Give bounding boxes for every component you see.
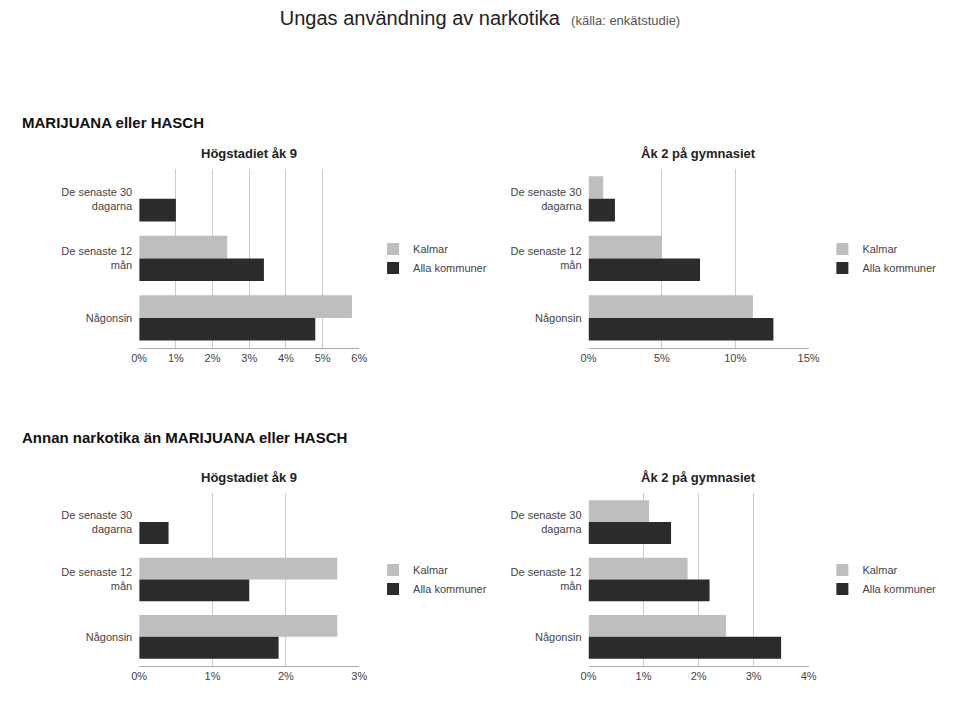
svg-text:3%: 3% (241, 352, 257, 364)
svg-text:Någonsin: Någonsin (86, 312, 132, 324)
svg-text:1%: 1% (205, 670, 221, 682)
svg-text:Alla kommuner: Alla kommuner (413, 262, 487, 274)
svg-text:10%: 10% (724, 352, 746, 364)
svg-text:De senaste 12mån: De senaste 12mån (511, 245, 582, 271)
svg-text:3%: 3% (746, 670, 762, 682)
svg-text:3%: 3% (351, 670, 367, 682)
svg-text:2%: 2% (278, 670, 294, 682)
svg-text:5%: 5% (654, 352, 670, 364)
svg-text:Annan narkotika än MARIJUANA e: Annan narkotika än MARIJUANA eller HASCH (22, 429, 347, 446)
svg-text:MARIJUANA eller HASCH: MARIJUANA eller HASCH (22, 114, 204, 131)
svg-text:De senaste 30dagarna: De senaste 30dagarna (511, 186, 583, 212)
svg-text:Alla kommuner: Alla kommuner (862, 262, 936, 274)
svg-text:De senaste 30dagarna: De senaste 30dagarna (511, 509, 583, 535)
svg-text:Kalmar: Kalmar (862, 243, 897, 255)
svg-text:0%: 0% (131, 352, 147, 364)
svg-text:0%: 0% (581, 352, 597, 364)
svg-text:5%: 5% (315, 352, 331, 364)
svg-text:1%: 1% (636, 670, 652, 682)
svg-text:Någonsin: Någonsin (535, 631, 581, 643)
svg-text:0%: 0% (131, 670, 147, 682)
svg-text:2%: 2% (691, 670, 707, 682)
svg-text:15%: 15% (798, 352, 820, 364)
svg-text:Någonsin: Någonsin (535, 312, 581, 324)
svg-text:Åk 2 på gymnasiet: Åk 2 på gymnasiet (641, 470, 756, 485)
svg-text:Ungas användning av narkotika: Ungas användning av narkotika (källa: en… (280, 7, 680, 29)
svg-text:De senaste 30dagarna: De senaste 30dagarna (61, 509, 133, 535)
svg-text:0%: 0% (581, 670, 597, 682)
svg-text:De senaste 12mån: De senaste 12mån (61, 566, 132, 592)
svg-text:Kalmar: Kalmar (862, 564, 897, 576)
svg-text:Alla kommuner: Alla kommuner (413, 583, 487, 595)
svg-text:De senaste 12mån: De senaste 12mån (511, 566, 582, 592)
svg-text:De senaste 12mån: De senaste 12mån (61, 245, 132, 271)
svg-text:De senaste 30dagarna: De senaste 30dagarna (61, 186, 133, 212)
svg-text:Högstadiet åk 9: Högstadiet åk 9 (201, 146, 297, 161)
svg-text:Kalmar: Kalmar (413, 564, 448, 576)
svg-text:4%: 4% (278, 352, 294, 364)
svg-text:1%: 1% (168, 352, 184, 364)
svg-text:Högstadiet åk 9: Högstadiet åk 9 (201, 470, 297, 485)
svg-text:Alla kommuner: Alla kommuner (862, 583, 936, 595)
svg-text:2%: 2% (205, 352, 221, 364)
svg-text:4%: 4% (801, 670, 817, 682)
svg-text:Någonsin: Någonsin (86, 631, 132, 643)
svg-text:Kalmar: Kalmar (413, 243, 448, 255)
svg-text:6%: 6% (351, 352, 367, 364)
svg-text:Åk 2 på gymnasiet: Åk 2 på gymnasiet (641, 146, 756, 161)
